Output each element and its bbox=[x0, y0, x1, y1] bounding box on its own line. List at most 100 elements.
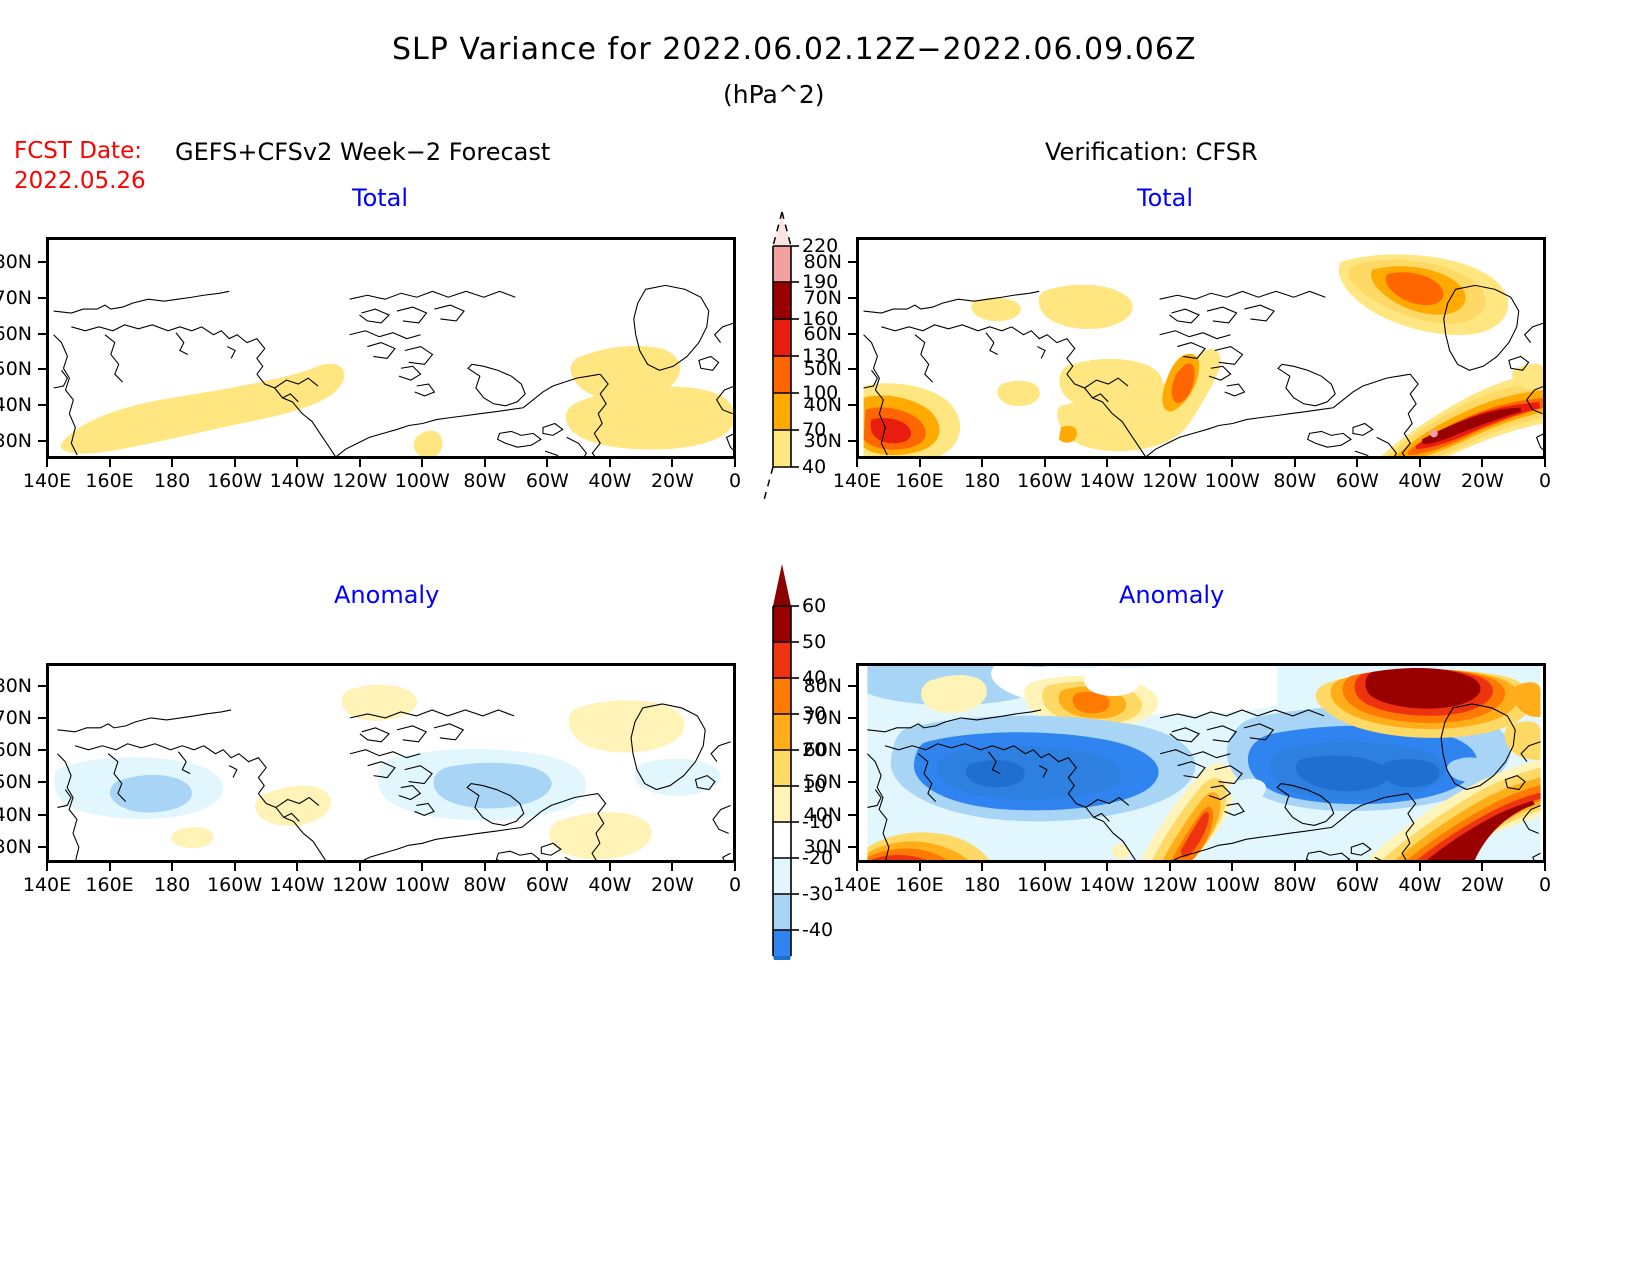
y-tick-label-bottom-left-1: 70N bbox=[0, 706, 32, 729]
colorbar-anomaly-tick-1: 50 bbox=[802, 631, 827, 653]
colorbar-anomaly-tick-2: 40 bbox=[802, 667, 827, 689]
x-tick-top-right-9 bbox=[1418, 459, 1421, 467]
map-panel-bottom-left[interactable] bbox=[46, 663, 736, 863]
y-tick-label-top-right-0: 80N bbox=[803, 251, 842, 274]
x-tick-label-top-left-7: 80W bbox=[463, 470, 507, 492]
x-tick-label-top-left-0: 140E bbox=[22, 470, 72, 492]
x-tick-label-top-right-5: 120W bbox=[1142, 470, 1198, 492]
x-tick-label-top-right-11: 0 bbox=[1538, 470, 1552, 492]
y-tick-top-right-1 bbox=[848, 296, 856, 299]
x-tick-label-bottom-left-7: 80W bbox=[463, 874, 507, 896]
x-tick-label-top-right-10: 20W bbox=[1460, 470, 1504, 492]
x-tick-top-right-11 bbox=[1544, 459, 1546, 467]
x-tick-label-bottom-right-1: 160E bbox=[895, 874, 944, 896]
x-tick-label-bottom-left-3: 160W bbox=[207, 874, 263, 896]
x-tick-top-left-3 bbox=[233, 459, 236, 467]
x-tick-label-bottom-left-11: 0 bbox=[728, 874, 742, 896]
x-tick-label-bottom-right-9: 40W bbox=[1398, 874, 1442, 896]
y-tick-label-top-right-5: 30N bbox=[803, 430, 842, 453]
y-tick-top-right-0 bbox=[848, 261, 856, 264]
x-tick-label-top-left-2: 180 bbox=[153, 470, 191, 492]
x-tick-label-bottom-right-8: 60W bbox=[1335, 874, 1379, 896]
y-tick-label-top-right-1: 70N bbox=[803, 286, 842, 309]
x-tick-bottom-right-3 bbox=[1043, 863, 1046, 871]
colorbar-anomaly-tick-0: 60 bbox=[802, 595, 827, 617]
x-tick-label-top-right-9: 40W bbox=[1398, 470, 1442, 492]
y-tick-bottom-left-0 bbox=[38, 684, 46, 687]
y-tick-label-top-right-2: 60N bbox=[803, 322, 842, 345]
colorbar-anomaly: 60 50 40 30 20 10 -10 -20 -30 -40 bbox=[755, 540, 835, 992]
x-tick-bottom-right-9 bbox=[1418, 863, 1421, 871]
colorbar-anomaly-tick-4: 20 bbox=[802, 739, 827, 761]
x-tick-label-top-right-4: 140W bbox=[1079, 470, 1135, 492]
x-tick-label-bottom-left-0: 140E bbox=[22, 874, 72, 896]
x-tick-bottom-left-2 bbox=[171, 863, 174, 871]
x-tick-label-top-left-4: 140W bbox=[269, 470, 325, 492]
x-tick-top-right-8 bbox=[1356, 459, 1359, 467]
x-tick-top-left-11 bbox=[734, 459, 736, 467]
x-tick-bottom-left-10 bbox=[671, 863, 674, 871]
x-tick-label-bottom-right-4: 140W bbox=[1079, 874, 1135, 896]
x-tick-top-right-6 bbox=[1231, 459, 1234, 467]
x-tick-label-top-left-1: 160E bbox=[85, 470, 134, 492]
x-tick-label-top-left-3: 160W bbox=[207, 470, 263, 492]
x-tick-bottom-right-4 bbox=[1106, 863, 1109, 871]
y-tick-label-top-left-0: 80N bbox=[0, 251, 32, 274]
x-tick-label-top-left-8: 60W bbox=[525, 470, 569, 492]
x-tick-label-bottom-left-9: 40W bbox=[588, 874, 632, 896]
y-tick-bottom-right-3 bbox=[848, 781, 856, 784]
x-tick-bottom-right-5 bbox=[1168, 863, 1171, 871]
x-tick-bottom-left-4 bbox=[296, 863, 299, 871]
shaded-contours-bottom-left bbox=[54, 684, 721, 860]
x-tick-bottom-right-7 bbox=[1293, 863, 1296, 871]
x-tick-top-left-4 bbox=[296, 459, 299, 467]
x-tick-label-bottom-right-3: 160W bbox=[1017, 874, 1073, 896]
x-tick-label-bottom-left-10: 20W bbox=[650, 874, 694, 896]
map-panel-top-right[interactable] bbox=[856, 237, 1546, 459]
map-panel-bottom-right[interactable] bbox=[856, 663, 1546, 863]
x-tick-top-left-1 bbox=[108, 459, 111, 467]
colorbar-extend-arrow-total bbox=[773, 216, 791, 246]
x-tick-top-left-2 bbox=[171, 459, 174, 467]
y-tick-label-top-left-1: 70N bbox=[0, 286, 32, 309]
x-tick-top-right-1 bbox=[918, 459, 921, 467]
colorbar-anomaly-tick-3: 30 bbox=[802, 703, 827, 725]
x-tick-top-left-8 bbox=[546, 459, 549, 467]
colorbar-total-tick-2: 160 bbox=[802, 308, 839, 330]
x-tick-label-bottom-left-8: 60W bbox=[525, 874, 569, 896]
y-tick-bottom-right-0 bbox=[848, 684, 856, 687]
y-tick-bottom-right-1 bbox=[848, 716, 856, 719]
x-tick-label-top-left-6: 100W bbox=[394, 470, 450, 492]
colorbar-anomaly-tick-8: -30 bbox=[802, 883, 834, 905]
forecast-date-block: FCST Date: 2022.05.26 bbox=[14, 136, 146, 196]
x-tick-label-top-right-0: 140E bbox=[832, 470, 882, 492]
x-tick-label-top-right-7: 80W bbox=[1273, 470, 1317, 492]
y-tick-bottom-left-5 bbox=[38, 845, 46, 848]
x-tick-top-right-0 bbox=[856, 459, 858, 467]
panel-label-bottom-left: Anomaly bbox=[334, 581, 440, 609]
map-panel-top-left[interactable] bbox=[46, 237, 736, 459]
colorbar-total-tick-1: 190 bbox=[802, 271, 839, 293]
y-tick-label-top-left-2: 60N bbox=[0, 322, 32, 345]
y-tick-top-left-4 bbox=[38, 404, 46, 407]
x-tick-label-bottom-left-2: 180 bbox=[153, 874, 191, 896]
y-tick-label-bottom-right-1: 70N bbox=[803, 706, 842, 729]
x-tick-label-bottom-left-6: 100W bbox=[394, 874, 450, 896]
y-tick-bottom-right-4 bbox=[848, 813, 856, 816]
y-tick-bottom-left-4 bbox=[38, 813, 46, 816]
x-tick-bottom-right-0 bbox=[856, 863, 858, 871]
x-tick-label-bottom-left-5: 120W bbox=[332, 874, 388, 896]
x-tick-bottom-left-7 bbox=[483, 863, 486, 871]
y-tick-label-top-right-3: 50N bbox=[803, 358, 842, 381]
y-tick-top-left-2 bbox=[38, 332, 46, 335]
x-tick-top-left-6 bbox=[421, 459, 424, 467]
x-tick-label-top-right-8: 60W bbox=[1335, 470, 1379, 492]
colorbar-extend-arrow-anomaly-min bbox=[773, 956, 791, 992]
x-tick-bottom-left-3 bbox=[233, 863, 236, 871]
y-tick-label-bottom-right-5: 30N bbox=[803, 835, 842, 858]
colorbar-extend-arrow-anomaly-max bbox=[773, 564, 791, 606]
x-tick-bottom-right-1 bbox=[918, 863, 921, 871]
x-tick-label-top-right-1: 160E bbox=[895, 470, 944, 492]
x-tick-label-top-right-6: 100W bbox=[1204, 470, 1260, 492]
y-tick-top-left-0 bbox=[38, 261, 46, 264]
